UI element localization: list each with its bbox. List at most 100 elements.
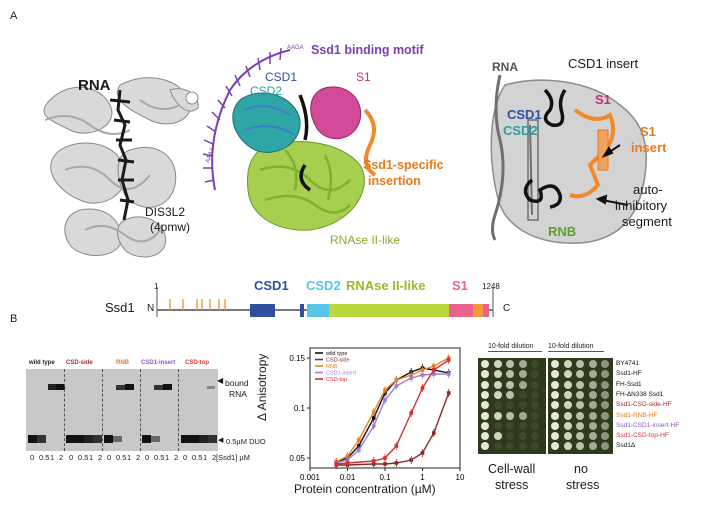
c-terminus-label: C	[503, 303, 511, 314]
chart-y-axis-label: Δ Anisotropy	[255, 353, 269, 421]
start-residue-label: 1	[154, 282, 159, 291]
dis3l2-structure	[43, 77, 199, 258]
csd2-label: CSD2	[250, 84, 283, 98]
colony-spot	[481, 432, 489, 441]
n-terminus-label: N	[147, 303, 155, 314]
caption-no-stress-1: no	[574, 462, 588, 476]
colony-spot	[588, 421, 597, 430]
chart-x-axis-label: Protein concentration (µM)	[294, 482, 436, 496]
x-tick-label: 1	[420, 473, 425, 482]
colony-spot	[601, 442, 609, 451]
gel-free-bands	[26, 369, 218, 451]
colony-spot	[601, 421, 609, 430]
csd1-insert-label: CSD1 insert	[568, 56, 639, 71]
strain-label: BY4741	[616, 360, 640, 367]
csd1-label: CSD1	[265, 70, 298, 84]
colony-spot	[588, 411, 597, 420]
colony-spot	[518, 360, 527, 368]
auto-label-1: auto-	[633, 182, 663, 197]
map-csd2-label: CSD2	[306, 278, 341, 293]
colony-spot	[576, 370, 584, 379]
panel-b-letter: B	[10, 313, 18, 325]
schematic-rnb-label: RNB	[548, 224, 577, 239]
y-tick-label: 0.1	[294, 404, 306, 413]
strain-label: Ssd1-RNB-HF	[616, 411, 658, 419]
colony-spot	[506, 432, 514, 441]
legend-entry: wild type	[325, 351, 347, 357]
colony-spot	[493, 411, 502, 420]
colony-spot	[481, 401, 489, 410]
colony-spot	[506, 390, 514, 399]
spot-plate-cell-wall-stress	[478, 358, 546, 454]
colony-spot	[551, 401, 559, 410]
colony-spot	[576, 360, 584, 368]
colony-spot	[551, 370, 559, 379]
colony-spot	[493, 380, 502, 389]
domain-schematic	[490, 74, 647, 244]
colony-spot	[551, 411, 559, 420]
colony-spot	[481, 390, 489, 399]
colony-spot	[563, 421, 572, 430]
free-arrow-icon: ◀	[218, 437, 224, 444]
rna-label: RNA	[78, 77, 111, 94]
colony-spot	[576, 390, 584, 399]
bound-rna-label-2: RNA	[229, 389, 247, 399]
colony-spot	[518, 390, 527, 399]
legend-entry: CSD-top	[326, 377, 347, 383]
pdb-label: (4pmw)	[150, 220, 191, 234]
gel-lane-csd-top: CSD-top	[185, 360, 209, 366]
legend-entry: CSD1-insert	[326, 371, 356, 377]
x-tick-label: 0.01	[340, 473, 356, 482]
emsa-gel	[26, 369, 218, 451]
auto-label-2: inhibitory	[615, 198, 668, 213]
gel-lane-rnb: RNB	[116, 360, 129, 366]
colony-spot	[551, 421, 559, 430]
colony-spot	[601, 432, 609, 441]
colony-spot	[576, 411, 584, 420]
s1-label: S1	[356, 70, 371, 84]
colony-spot	[518, 401, 527, 410]
colony-spot	[531, 421, 539, 430]
colony-spot	[531, 360, 539, 368]
colony-spot	[506, 370, 514, 379]
schematic-rna-label: RNA	[492, 60, 518, 74]
strain-label-list: BY4741 Ssd1-HF FH-Ssd1 FH-ΔN338 Ssd1 Ssd1-CS…	[616, 360, 720, 456]
colony-spot	[493, 432, 502, 441]
colony-spot	[588, 401, 597, 410]
x-tick-label: 0.1	[379, 473, 391, 482]
colony-spot	[601, 401, 609, 410]
colony-spot	[518, 421, 527, 430]
colony-spot	[588, 390, 597, 399]
colony-spot	[506, 380, 514, 389]
colony-spot	[576, 442, 584, 451]
colony-spot	[531, 411, 539, 420]
colony-spot	[481, 411, 489, 420]
ssd1-protein-label: Ssd1	[105, 300, 135, 315]
schematic-csd1-label: CSD1	[507, 107, 542, 122]
end-residue-label: 1248	[482, 282, 500, 291]
strain-label: Ssd1-CSD-side-HF	[616, 401, 672, 409]
colony-spot	[576, 432, 584, 441]
colony-spot	[531, 432, 539, 441]
colony-spot	[481, 370, 489, 379]
colony-spot	[563, 432, 572, 441]
colony-spot	[531, 370, 539, 379]
colony-spot	[518, 370, 527, 379]
colony-spot	[588, 380, 597, 389]
gel-bound-bands	[26, 369, 218, 451]
colony-spot	[588, 370, 597, 379]
colony-spot	[493, 421, 502, 430]
insertion-label-1: Ssd1-specific	[363, 158, 444, 172]
map-s1-label: S1	[452, 278, 468, 293]
colony-spot	[506, 442, 514, 451]
y-tick-label: 0.05	[289, 454, 305, 463]
colony-spot	[531, 390, 539, 399]
insertion-label-2: insertion	[368, 174, 421, 188]
colony-spot	[551, 390, 559, 399]
series-line-RNB	[335, 357, 450, 463]
s1-insert-label-2: insert	[631, 140, 667, 155]
ssd1-model-structure	[202, 47, 377, 231]
gel-concentration-unit: [Ssd1] µM	[216, 453, 250, 462]
ssd1-binding-motif-label: Ssd1 binding motif	[311, 43, 424, 57]
colony-spot	[551, 380, 559, 389]
